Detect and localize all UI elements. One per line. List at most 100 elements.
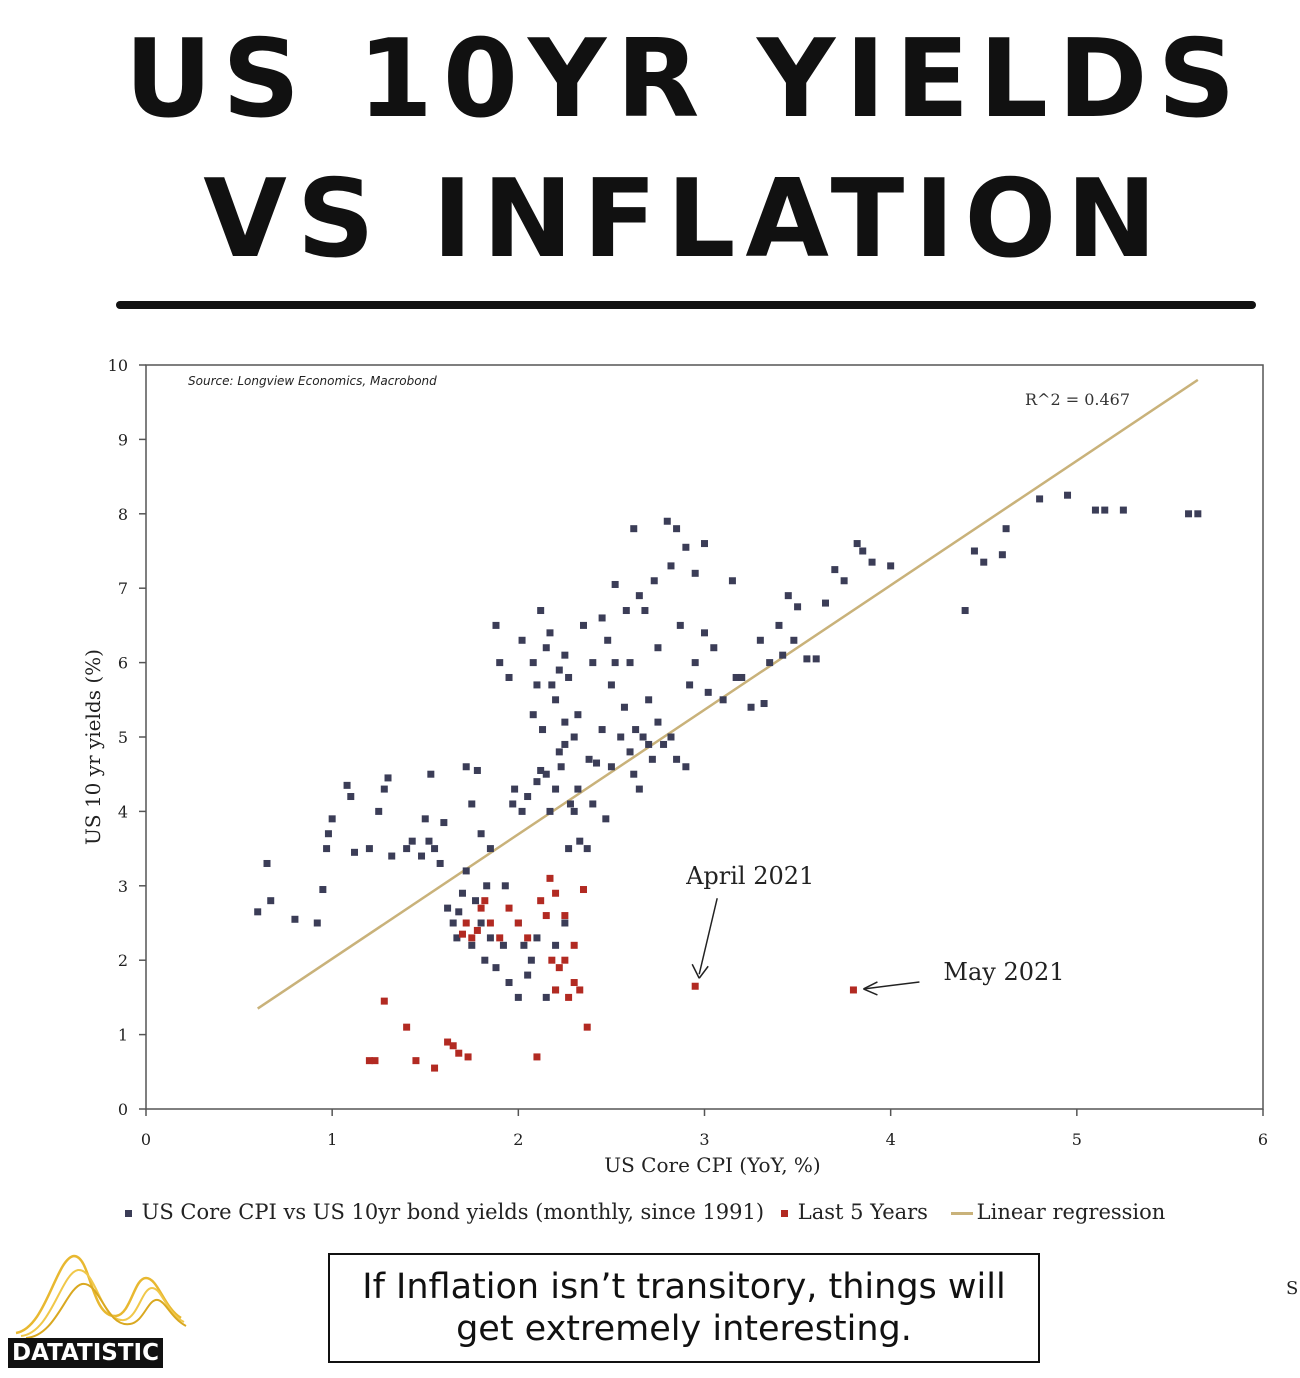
data-point-historic	[552, 785, 560, 793]
data-point-historic	[552, 941, 560, 949]
data-point-historic	[533, 934, 541, 942]
x-tick-label: 2	[513, 1130, 523, 1149]
data-point-historic	[291, 915, 299, 923]
data-point-historic	[635, 785, 643, 793]
data-point-historic	[384, 774, 392, 782]
data-point-historic	[444, 904, 452, 912]
data-point-historic	[499, 941, 507, 949]
data-point-historic	[565, 845, 573, 853]
data-point-historic	[1036, 495, 1044, 503]
data-point-historic	[574, 711, 582, 719]
data-point-recent	[481, 897, 489, 905]
y-tick-label: 6	[118, 654, 128, 673]
data-point-historic	[505, 979, 513, 987]
data-point-historic	[639, 733, 647, 741]
data-point-historic	[254, 908, 262, 916]
data-point-recent	[468, 934, 476, 942]
data-point-historic	[747, 703, 755, 711]
data-point-historic	[1185, 510, 1193, 518]
data-point-historic	[632, 726, 640, 734]
data-point-historic	[604, 636, 612, 644]
x-tick-label: 4	[886, 1130, 896, 1149]
data-point-recent	[552, 889, 560, 897]
arrowhead-icon	[691, 963, 709, 979]
scatter-chart: 0 1 2 3 4 5 6 0 1 2 3 4 5 6 7 8 9 10 Source: Longview Eco…	[81, 356, 1268, 1177]
data-point-recent	[403, 1023, 411, 1031]
data-point-historic	[784, 592, 792, 600]
data-point-historic	[388, 852, 396, 860]
data-point-historic	[468, 941, 476, 949]
data-point-recent	[561, 956, 569, 964]
y-tick-label: 8	[118, 505, 128, 524]
data-point-historic	[710, 644, 718, 652]
data-point-historic	[602, 815, 610, 823]
data-point-historic	[691, 569, 699, 577]
data-point-historic	[775, 621, 783, 629]
data-point-historic	[431, 845, 439, 853]
data-point-historic	[630, 770, 638, 778]
data-point-historic	[626, 748, 634, 756]
data-point-historic	[529, 711, 537, 719]
data-point-recent	[561, 912, 569, 920]
data-point-historic	[566, 800, 574, 808]
data-point-recent	[552, 986, 560, 994]
data-point-historic	[365, 845, 373, 853]
data-point-historic	[518, 636, 526, 644]
data-point-historic	[552, 696, 560, 704]
data-point-recent	[570, 979, 578, 987]
data-point-historic	[555, 748, 563, 756]
x-tick-label: 1	[327, 1130, 337, 1149]
data-point-historic	[520, 941, 528, 949]
data-point-historic	[492, 621, 500, 629]
data-point-recent	[542, 912, 550, 920]
source-note: Source: Longview Economics, Macrobond	[188, 374, 437, 388]
y-tick-label: 1	[118, 1026, 128, 1045]
data-point-historic	[561, 718, 569, 726]
data-point-historic	[449, 919, 457, 927]
data-point-historic	[859, 547, 867, 555]
data-point-recent	[524, 934, 532, 942]
annotation-arrow-may	[863, 981, 920, 990]
data-point-historic	[701, 540, 708, 548]
data-point-recent	[444, 1038, 452, 1046]
data-point-historic	[673, 525, 681, 533]
data-point-historic	[496, 659, 504, 667]
chart-legend: US Core CPI vs US 10yr bond yields (mont…	[0, 1200, 1300, 1224]
data-point-historic	[462, 763, 470, 771]
data-point-historic	[779, 651, 787, 659]
data-point-recent	[431, 1064, 439, 1072]
data-point-historic	[473, 766, 481, 774]
y-axis-label: US 10 yr yields (%)	[81, 649, 105, 845]
data-point-historic	[970, 547, 978, 555]
data-point-historic	[654, 644, 662, 652]
data-point-historic	[790, 636, 798, 644]
data-point-historic	[663, 517, 671, 525]
data-point-historic	[570, 807, 578, 815]
data-point-recent	[462, 919, 470, 927]
data-point-recent	[691, 982, 699, 990]
y-tick-label: 10	[108, 356, 128, 375]
data-point-historic	[1091, 506, 1099, 514]
data-point-historic	[561, 919, 569, 927]
data-point-historic	[537, 607, 545, 615]
plot-frame	[145, 364, 1264, 1110]
arrowhead-icon	[863, 981, 878, 996]
data-point-historic	[486, 845, 494, 853]
legend-item-historic: US Core CPI vs US 10yr bond yields (mont…	[124, 1200, 765, 1224]
data-point-historic	[481, 956, 489, 964]
data-point-historic	[436, 859, 444, 867]
data-point-recent	[548, 956, 556, 964]
r-squared-label: R^2 = 0.467	[1025, 390, 1130, 409]
data-point-historic	[492, 964, 500, 972]
legend-label-historic: US Core CPI vs US 10yr bond yields (mont…	[141, 1200, 765, 1224]
data-point-historic	[440, 819, 448, 827]
title-divider	[116, 301, 1256, 309]
data-point-historic	[1002, 525, 1010, 533]
regression-line	[257, 378, 1199, 1010]
data-point-historic	[527, 956, 535, 964]
y-tick-label: 4	[118, 802, 128, 821]
data-point-historic	[691, 659, 699, 667]
data-point-historic	[704, 688, 712, 696]
data-point-recent	[477, 904, 485, 912]
data-point-recent	[576, 986, 584, 994]
